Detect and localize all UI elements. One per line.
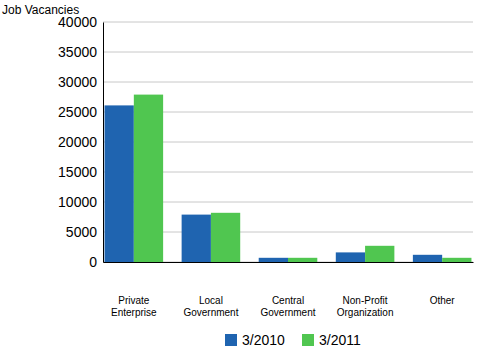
y-tick-label: 5000 [66,224,97,240]
bar [134,95,163,262]
x-tick-label-line: Organization [337,307,394,318]
x-tick: CentralGovernment [260,295,315,318]
grid-line [103,22,473,23]
chart: 0500010000150002000025000300003500040000… [0,0,500,350]
x-tick-label-line: Government [183,307,238,318]
y-tick-label: 35000 [58,44,97,60]
x-tick-label-line: Enterprise [111,307,157,318]
bar [259,258,288,262]
y-axis-title: Job Vacancies [2,3,79,17]
grid-line [103,82,473,83]
x-tick-label: LocalGovernment [183,295,238,318]
y-tick-label: 20000 [58,134,97,150]
legend-swatch [225,334,237,346]
y-tick: 15000 [58,164,103,180]
legend-item: 3/2010 [225,332,285,348]
y-tick: 35000 [58,44,103,60]
x-tick: Other [430,295,456,306]
bar-series [134,95,472,262]
x-tick: LocalGovernment [183,295,238,318]
x-tick-label-line: Other [430,295,456,306]
x-tick-label-line: Private [118,295,150,306]
x-tick-label: CentralGovernment [260,295,315,318]
y-tick: 5000 [66,224,103,240]
y-tick-label: 10000 [58,194,97,210]
bar [105,105,134,262]
x-tick-label: PrivateEnterprise [111,295,157,318]
y-axis: 0500010000150002000025000300003500040000 [58,14,103,270]
x-tick: Non-ProfitOrganization [337,295,394,318]
x-axis: PrivateEnterpriseLocalGovernmentCentralG… [104,263,474,319]
bar [336,252,365,262]
x-tick-label-line: Central [272,295,304,306]
y-tick-label: 0 [89,254,97,270]
y-tick: 10000 [58,194,103,210]
bar [413,255,442,262]
y-tick: 20000 [58,134,103,150]
x-tick-label-line: Non-Profit [343,295,388,306]
bar [288,258,317,262]
legend-label: 3/2010 [242,332,285,348]
bar [182,215,211,262]
grid [103,22,473,262]
y-tick: 25000 [58,104,103,120]
y-tick-label: 15000 [58,164,97,180]
grid-line [103,52,473,53]
bar [365,246,394,262]
y-tick-label: 25000 [58,104,97,120]
bars [105,95,472,262]
legend-swatch [302,334,314,346]
x-tick-label: Non-ProfitOrganization [337,295,394,318]
x-axis-line [104,262,474,263]
x-tick-label-line: Local [199,295,223,306]
x-tick-label-line: Government [260,307,315,318]
y-tick: 0 [89,254,103,270]
y-axis-line [103,23,104,263]
bar [442,258,471,262]
legend: 3/2010 3/2011 [225,332,361,348]
legend-label: 3/2011 [319,332,361,348]
y-tick: 30000 [58,74,103,90]
bar [211,213,240,262]
legend-item: 3/2011 [302,332,361,348]
plot-area: 0500010000150002000025000300003500040000… [58,14,473,318]
x-tick-label: Other [430,295,456,306]
y-tick-label: 30000 [58,74,97,90]
x-tick: PrivateEnterprise [111,295,157,318]
